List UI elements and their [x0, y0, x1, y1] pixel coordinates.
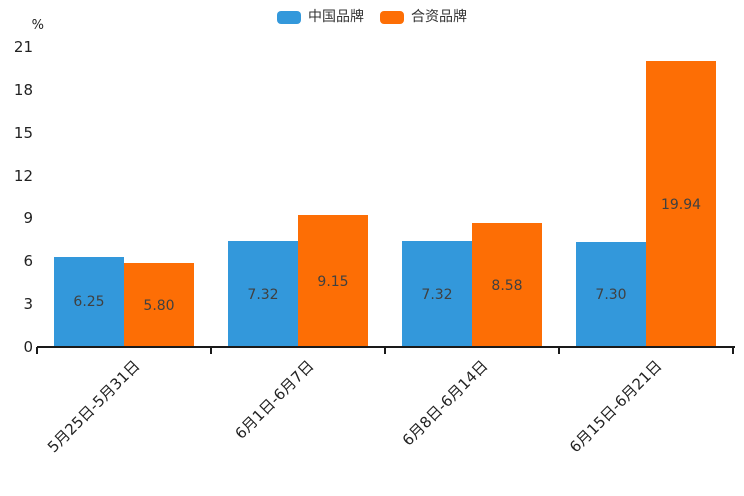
bar-合资品牌-1 [298, 215, 368, 346]
bar-合资品牌-3 [646, 61, 716, 346]
legend-label: 合资品牌 [411, 9, 467, 25]
x-axis-line [37, 346, 735, 348]
legend-swatch-icon [277, 10, 301, 24]
y-tick-label: 21 [13, 38, 33, 56]
x-axis-tick [36, 347, 38, 354]
bar-合资品牌-0 [124, 263, 194, 346]
x-axis-tick [384, 347, 386, 354]
y-tick-label: 0 [23, 338, 33, 356]
bar-value-label: 7.32 [247, 286, 279, 303]
bar-中国品牌-1 [228, 241, 298, 346]
legend-item-0[interactable]: 中国品牌 [277, 10, 364, 24]
legend-label: 中国品牌 [308, 9, 364, 25]
y-tick-label: 12 [13, 166, 33, 185]
y-tick-label: 6 [23, 252, 33, 271]
bar-value-label: 7.32 [421, 286, 453, 303]
bar-value-label: 19.94 [660, 196, 702, 213]
y-axis-unit-label: % [31, 18, 44, 33]
x-axis-tick [558, 347, 560, 354]
legend-swatch-icon [380, 10, 404, 24]
bar-value-label: 6.25 [73, 294, 105, 311]
legend-item-1[interactable]: 合资品牌 [380, 10, 467, 24]
bar-中国品牌-0 [54, 256, 124, 346]
y-tick-label: 15 [13, 123, 33, 142]
y-tick-label: 3 [23, 295, 33, 314]
bar-value-label: 5.80 [143, 297, 175, 314]
x-category-label: 6月8日-6月14日 [398, 356, 492, 450]
x-category-label: 6月1日-6月7日 [231, 356, 318, 443]
bar-value-label: 9.15 [317, 273, 349, 290]
y-tick-label: 9 [23, 209, 33, 228]
x-axis-tick [210, 347, 212, 354]
bar-value-label: 7.30 [595, 286, 627, 303]
bar-中国品牌-3 [576, 241, 646, 346]
x-category-label: 6月15日-6月21日 [565, 356, 666, 457]
y-tick-label: 18 [13, 80, 33, 99]
plot-area: 6.25 5.80 7.32 9.15 7.32 8.58 7.30 19.94 [37, 47, 735, 348]
x-category-label: 5月25日-5月31日 [43, 356, 144, 457]
x-axis-tick [732, 347, 734, 354]
bar-中国品牌-2 [402, 241, 472, 346]
bar-value-label: 8.58 [491, 277, 523, 294]
bar-合资品牌-2 [472, 223, 542, 346]
legend: 中国品牌 合资品牌 [0, 6, 744, 28]
